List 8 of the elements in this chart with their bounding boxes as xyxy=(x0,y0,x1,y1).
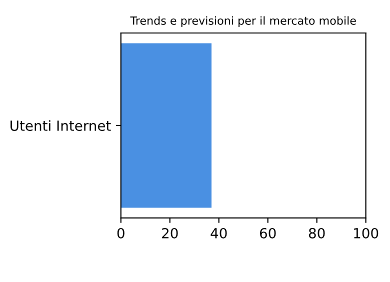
chart-title: Trends e previsioni per il mercato mobile xyxy=(130,16,356,27)
x-tick-label: 80 xyxy=(308,228,325,238)
x-tick-label: 60 xyxy=(260,228,276,238)
x-tick-label: 40 xyxy=(210,228,227,238)
x-tick-label: 20 xyxy=(162,228,178,238)
y-tick-label: Utenti Internet xyxy=(10,120,111,131)
x-tick-label: 100 xyxy=(354,228,378,238)
x-tick-label: 0 xyxy=(117,228,124,238)
